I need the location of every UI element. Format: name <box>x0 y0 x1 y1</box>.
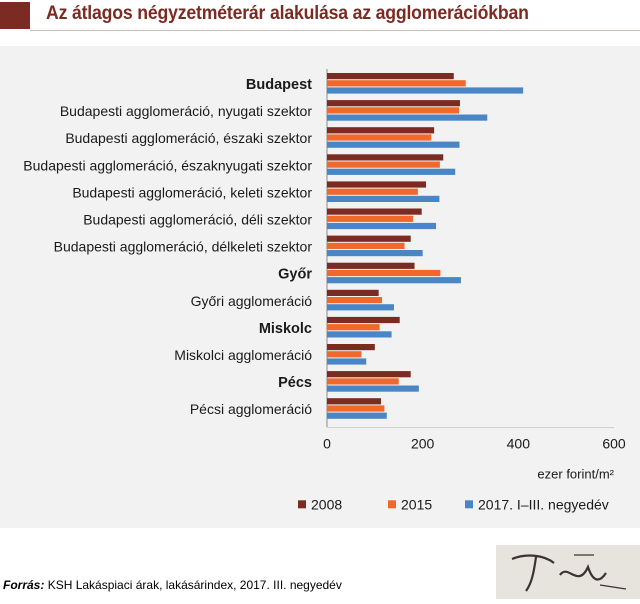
bar-2015-9 <box>327 324 380 331</box>
bar-2017-I-III-negyed-v-12 <box>327 412 387 419</box>
legend-swatch <box>298 500 306 509</box>
bar-2017-I-III-negyed-v-10 <box>327 358 367 365</box>
bar-2008-2 <box>327 127 435 134</box>
x-tick-label: 0 <box>323 435 331 451</box>
bar-2017-I-III-negyed-v-5 <box>327 222 437 230</box>
bar-2017-I-III-negyed-v-4 <box>327 195 440 202</box>
bar-2015-4 <box>327 188 418 195</box>
bar-2008-4 <box>327 181 427 188</box>
bar-2008-10 <box>327 344 375 351</box>
legend-swatch <box>465 500 473 509</box>
x-tick-label: 400 <box>507 435 531 451</box>
category-label: Győri agglomeráció <box>191 293 313 309</box>
bar-2008-8 <box>327 289 379 296</box>
source-text: KSH Lakáspiaci árak, lakásárindex, 2017.… <box>47 578 342 592</box>
bar-2015-6 <box>327 242 405 249</box>
bar-2008-5 <box>327 208 422 215</box>
legend-label: 2008 <box>311 496 342 512</box>
bar-2017-I-III-negyed-v-6 <box>327 250 423 257</box>
bar-2008-12 <box>327 398 382 405</box>
bar-2015-0 <box>327 80 466 87</box>
bar-2015-1 <box>327 107 460 114</box>
logo-stamp <box>496 545 640 599</box>
source-note: Forrás: KSH Lakáspiaci árak, lakásárinde… <box>3 578 342 592</box>
bar-2017-I-III-negyed-v-1 <box>327 114 488 121</box>
source-label: Forrás: <box>3 578 45 592</box>
title-accent-block <box>0 2 30 29</box>
title-bar: Az átlagos négyzetméterár alakulása az a… <box>0 0 640 31</box>
chart-panel: Budapest Budapesti agglomeráció, nyugati … <box>0 46 640 528</box>
category-label: Budapesti agglomeráció, keleti szektor <box>72 184 312 200</box>
category-label: Budapesti agglomeráció, északnyugati sze… <box>23 157 312 173</box>
bar-2015-10 <box>327 351 362 358</box>
bar-2017-I-III-negyed-v-2 <box>327 141 460 148</box>
title-divider <box>30 30 640 31</box>
bar-2017-I-III-negyed-v-11 <box>327 385 419 392</box>
bar-2008-7 <box>327 262 415 269</box>
bar-2017-I-III-negyed-v-3 <box>327 168 456 175</box>
legend-swatch <box>388 500 396 509</box>
bar-2015-2 <box>327 134 432 141</box>
category-label: Budapesti agglomeráció, északi szektor <box>65 130 312 146</box>
bar-2017-I-III-negyed-v-0 <box>327 87 524 94</box>
category-label: Budapesti agglomeráció, délkeleti szekto… <box>54 239 313 255</box>
page-title: Az átlagos négyzetméterár alakulása az a… <box>46 3 529 24</box>
bar-2008-9 <box>327 316 400 324</box>
legend-label: 2015 <box>401 496 432 512</box>
x-tick-label: 200 <box>411 435 435 451</box>
bar-2015-7 <box>327 269 441 277</box>
category-label: Pécsi agglomeráció <box>190 401 312 417</box>
category-label: Miskolc <box>259 321 312 337</box>
category-label: Budapesti agglomeráció, déli szektor <box>83 212 312 228</box>
bar-2008-1 <box>327 100 460 107</box>
x-tick-label: 600 <box>602 435 626 451</box>
bar-2017-I-III-negyed-v-8 <box>327 304 394 311</box>
bar-2015-3 <box>327 161 440 168</box>
bar-2015-12 <box>327 405 385 412</box>
category-label: Budapesti agglomeráció, nyugati szektor <box>60 103 312 119</box>
bar-2017-I-III-negyed-v-7 <box>327 277 461 284</box>
bar-2008-3 <box>327 154 444 161</box>
bar-2015-8 <box>327 297 383 304</box>
category-label: Budapest <box>246 77 312 93</box>
bar-chart: Budapest Budapesti agglomeráció, nyugati … <box>23 69 626 512</box>
bar-2015-11 <box>327 378 399 385</box>
x-axis-title: ezer forint/m² <box>537 466 614 481</box>
category-label: Miskolci agglomeráció <box>174 347 312 363</box>
bar-2008-0 <box>327 73 454 80</box>
bar-2015-5 <box>327 215 414 222</box>
bar-2008-6 <box>327 235 411 242</box>
category-label: Győr <box>278 267 312 283</box>
bar-2008-11 <box>327 371 411 378</box>
category-label: Pécs <box>278 375 312 391</box>
logo-signature-icon <box>511 554 627 592</box>
bar-2017-I-III-negyed-v-9 <box>327 331 392 338</box>
legend-label: 2017. I–III. negyedév <box>478 496 609 512</box>
